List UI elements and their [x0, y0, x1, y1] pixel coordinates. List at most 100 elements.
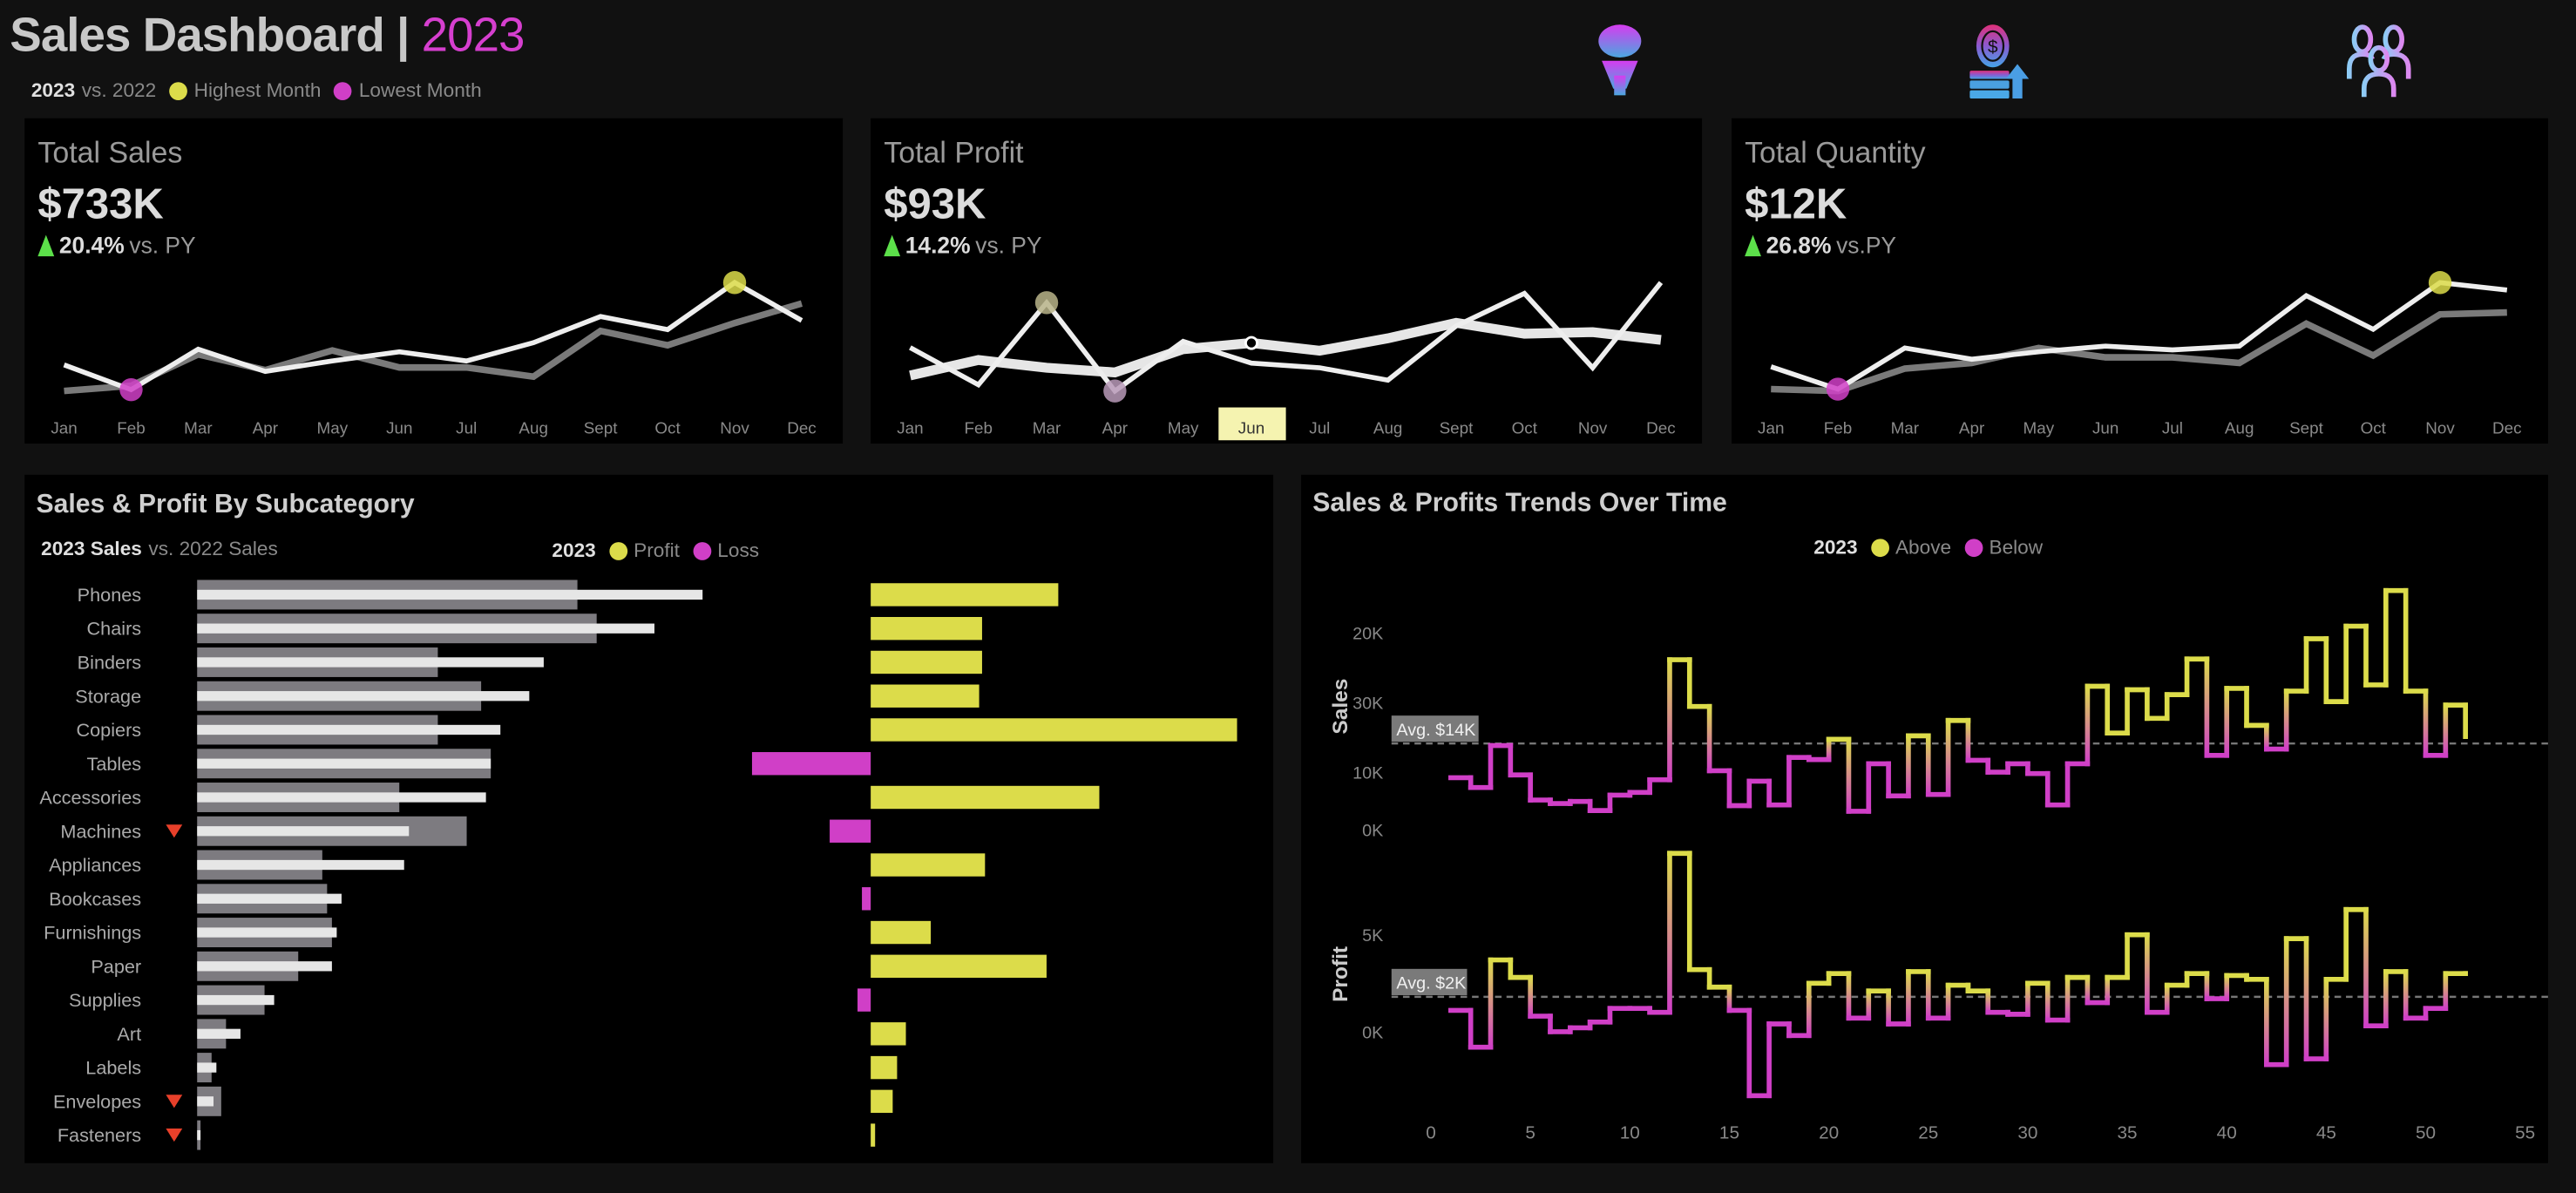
lowest-month-marker[interactable] [1103, 379, 1127, 403]
x-tick-label: 35 [2118, 1122, 2138, 1142]
profit-legend: 2023 Profit Loss [552, 539, 759, 561]
kpi-value: $12K [1745, 179, 1847, 229]
profit-bar[interactable] [871, 785, 1100, 810]
profit-bar[interactable] [871, 684, 980, 708]
funnel-icon[interactable] [1587, 20, 1652, 98]
sales-sparkline: Jan Feb Mar Apr May Jun Jul Aug Sept Oct Nov Dec [51, 271, 817, 437]
prior-year-line [64, 300, 803, 395]
month-label: Oct [654, 419, 681, 437]
title-year: 2023 [421, 10, 525, 63]
month-label: Apr [1959, 419, 1984, 437]
highest-month-marker[interactable] [2428, 271, 2452, 295]
bar-2023-sales[interactable] [197, 927, 337, 938]
coin-growth-icon[interactable]: $ [1963, 20, 2036, 99]
bar-2023-sales[interactable] [197, 792, 486, 803]
above-dot-icon [1870, 538, 1889, 557]
profit-bar[interactable] [871, 583, 1059, 607]
title-text: Sales Dashboard | [10, 10, 422, 63]
legend-current-year: 2023 [31, 78, 76, 102]
bar-2023-sales[interactable] [197, 1028, 241, 1039]
highest-month-marker[interactable] [1034, 291, 1059, 315]
profit-bar[interactable] [871, 1022, 906, 1046]
legend-highest: Highest Month [193, 78, 322, 102]
bar-2023-sales[interactable] [197, 1096, 214, 1107]
month-label: May [317, 419, 349, 437]
svg-text:$: $ [1988, 37, 1998, 57]
kpi-delta-suffix: vs. PY [129, 231, 196, 258]
kpi-card-total-sales[interactable]: Jan Feb Mar Apr May Jun Jul Aug Sept Oct Nov Dec To… [24, 118, 844, 444]
highest-month-marker[interactable] [722, 271, 747, 295]
highest-dot-icon [169, 81, 188, 100]
profit-bar[interactable] [871, 954, 1047, 978]
month-label: Jan [1758, 419, 1784, 437]
month-label: Jul [456, 419, 477, 437]
users-icon[interactable] [2340, 20, 2422, 98]
month-label: Jan [897, 419, 923, 437]
bar-2023-sales[interactable] [197, 826, 410, 837]
month-label: May [2024, 419, 2055, 437]
lowest-month-marker[interactable] [1826, 377, 1850, 401]
selected-month-highlight[interactable] [1218, 407, 1286, 441]
legend-vs: vs. 2022 [81, 78, 157, 102]
profit-bar[interactable] [871, 1123, 876, 1147]
decline-triangle-icon [166, 1129, 183, 1142]
subcategory-label: Copiers [77, 719, 142, 741]
legend-loss: Loss [717, 539, 760, 562]
trend-panel: Sales & Profits Trends Over Time 2023 Ab… [1301, 474, 2548, 1163]
bar-2023-sales[interactable] [197, 961, 332, 972]
loss-dot-icon [693, 541, 711, 559]
up-triangle-icon [1745, 234, 1761, 256]
month-label: Nov [2425, 419, 2455, 437]
sales-average-badge [1391, 715, 1479, 742]
subcategory-label: Supplies [69, 989, 141, 1011]
kpi-card-total-quantity[interactable]: Jan Feb Mar Apr May Jun Jul Aug Sept Oct Nov Dec To… [1732, 118, 2548, 444]
bar-2023-sales[interactable] [197, 1062, 217, 1073]
subcategory-label: Envelopes [53, 1090, 141, 1112]
selected-month-marker[interactable] [1244, 336, 1259, 350]
kpi-value: $733K [37, 179, 164, 229]
month-label: Jun [2092, 419, 2118, 437]
decline-triangle-icon [166, 824, 183, 838]
bar-2023-sales[interactable] [197, 994, 275, 1006]
current-year-line [909, 281, 1664, 395]
kpi-card-total-profit[interactable]: Jan Feb Mar Apr May Jun Jul Aug Sept Oct Nov Dec To… [871, 118, 1703, 444]
subcategory-label: Fasteners [58, 1124, 141, 1146]
bar-2023-sales[interactable] [197, 623, 654, 634]
profit-bar[interactable] [871, 1089, 893, 1114]
header-legend: 2023 vs. 2022 Highest Month Lowest Month [31, 78, 482, 101]
legend-2023-sales: 2023 Sales [41, 537, 142, 560]
legend-year: 2023 [1813, 535, 1858, 559]
subcategory-label: Accessories [39, 787, 141, 809]
loss-bar[interactable] [858, 988, 871, 1012]
lowest-month-marker[interactable] [119, 377, 143, 402]
loss-bar[interactable] [830, 819, 871, 843]
profit-bar[interactable] [871, 650, 982, 674]
prior-year-line [909, 317, 1662, 381]
profit-bar[interactable] [871, 853, 986, 877]
up-triangle-icon [884, 234, 901, 256]
bar-2023-sales[interactable] [197, 859, 404, 871]
month-label: Jun [1238, 419, 1264, 437]
kpi-delta: 14.2% vs. PY [884, 232, 1042, 258]
month-label: Aug [1373, 419, 1403, 437]
profit-bar[interactable] [871, 718, 1237, 742]
legend-lowest: Lowest Month [358, 78, 482, 102]
loss-bar[interactable] [751, 752, 871, 776]
bar-2023-sales[interactable] [197, 589, 703, 600]
current-year-line [63, 279, 803, 393]
subcategory-label: Paper [91, 955, 141, 977]
loss-bar[interactable] [862, 887, 871, 911]
bar-2023-sales[interactable] [197, 758, 491, 769]
bar-2023-sales[interactable] [197, 1129, 201, 1141]
month-label: Feb [1824, 419, 1852, 437]
bar-2023-sales[interactable] [197, 691, 530, 702]
profit-bar[interactable] [871, 920, 932, 945]
bar-2023-sales[interactable] [197, 724, 501, 735]
trend-title: Sales & Profits Trends Over Time [1312, 489, 1727, 518]
bar-2023-sales[interactable] [197, 657, 544, 668]
profit-sparkline: Jan Feb Mar Apr May Jun Jul Aug Sept Oct Nov Dec [897, 281, 1676, 441]
profit-bar[interactable] [871, 1055, 898, 1080]
subcategory-label: Appliances [49, 854, 141, 876]
profit-bar[interactable] [871, 617, 982, 641]
bar-2023-sales[interactable] [197, 893, 342, 904]
